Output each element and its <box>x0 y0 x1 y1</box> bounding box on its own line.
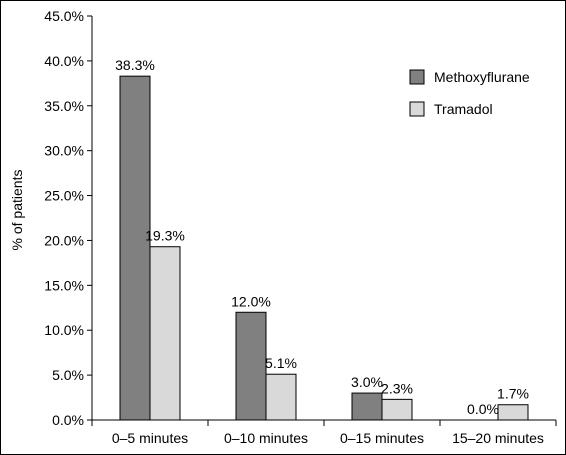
bar-methoxyflurane <box>235 311 267 421</box>
x-axis: 0–5 minutes 0–10 minutes 0–15 minutes 15–20… <box>91 419 557 446</box>
data-label-tramadol: 19.3% <box>145 228 185 244</box>
legend-swatch-tramadol <box>409 101 425 117</box>
bar-tramadol <box>497 404 529 421</box>
bar-methoxyflurane <box>351 392 383 421</box>
data-label-methoxyflurane: 0.0% <box>467 401 499 417</box>
data-label-methoxyflurane: 12.0% <box>231 293 271 309</box>
legend: Methoxyflurane Tramadol <box>409 69 530 117</box>
legend-swatch-methoxyflurane <box>409 69 425 85</box>
y-tick-label: 10.0% <box>44 322 84 338</box>
data-label-tramadol: 2.3% <box>381 380 413 396</box>
data-label-methoxyflurane: 3.0% <box>351 374 383 390</box>
y-tick-label: 15.0% <box>44 277 84 293</box>
data-label-tramadol: 5.1% <box>265 355 297 371</box>
data-label-tramadol: 1.7% <box>497 386 529 402</box>
y-tick-label: 30.0% <box>44 143 84 159</box>
data-labels: 38.3% 12.0% 3.0% 0.0% 19.3% 5.1% 2.3% 1.7% <box>115 57 529 417</box>
x-tick-label: 0–5 minutes <box>112 430 188 446</box>
y-tick-label: 25.0% <box>44 188 84 204</box>
y-tick-label: 20.0% <box>44 232 84 248</box>
y-tick-label: 5.0% <box>52 367 84 383</box>
y-tick-label: 40.0% <box>44 53 84 69</box>
x-tick-label: 0–10 minutes <box>224 430 308 446</box>
bar-tramadol <box>381 398 413 421</box>
bars <box>119 75 529 421</box>
legend-label-methoxyflurane: Methoxyflurane <box>434 69 530 85</box>
y-tick-label: 35.0% <box>44 98 84 114</box>
bar-tramadol <box>265 373 297 421</box>
y-tick-label: 0.0% <box>52 412 84 428</box>
x-tick-label: 0–15 minutes <box>340 430 424 446</box>
legend-label-tramadol: Tramadol <box>434 101 493 117</box>
data-label-methoxyflurane: 38.3% <box>115 57 155 73</box>
x-tick-label: 15–20 minutes <box>452 430 544 446</box>
y-axis-title: % of patients <box>9 170 25 251</box>
y-tick-label: 45.0% <box>44 8 84 24</box>
y-axis: 0.0% 5.0% 10.0% 15.0% 20.0% 25.0% 30.0% 35.0% 40… <box>44 8 93 428</box>
bar-tramadol <box>149 246 181 421</box>
bar-methoxyflurane <box>119 75 151 421</box>
